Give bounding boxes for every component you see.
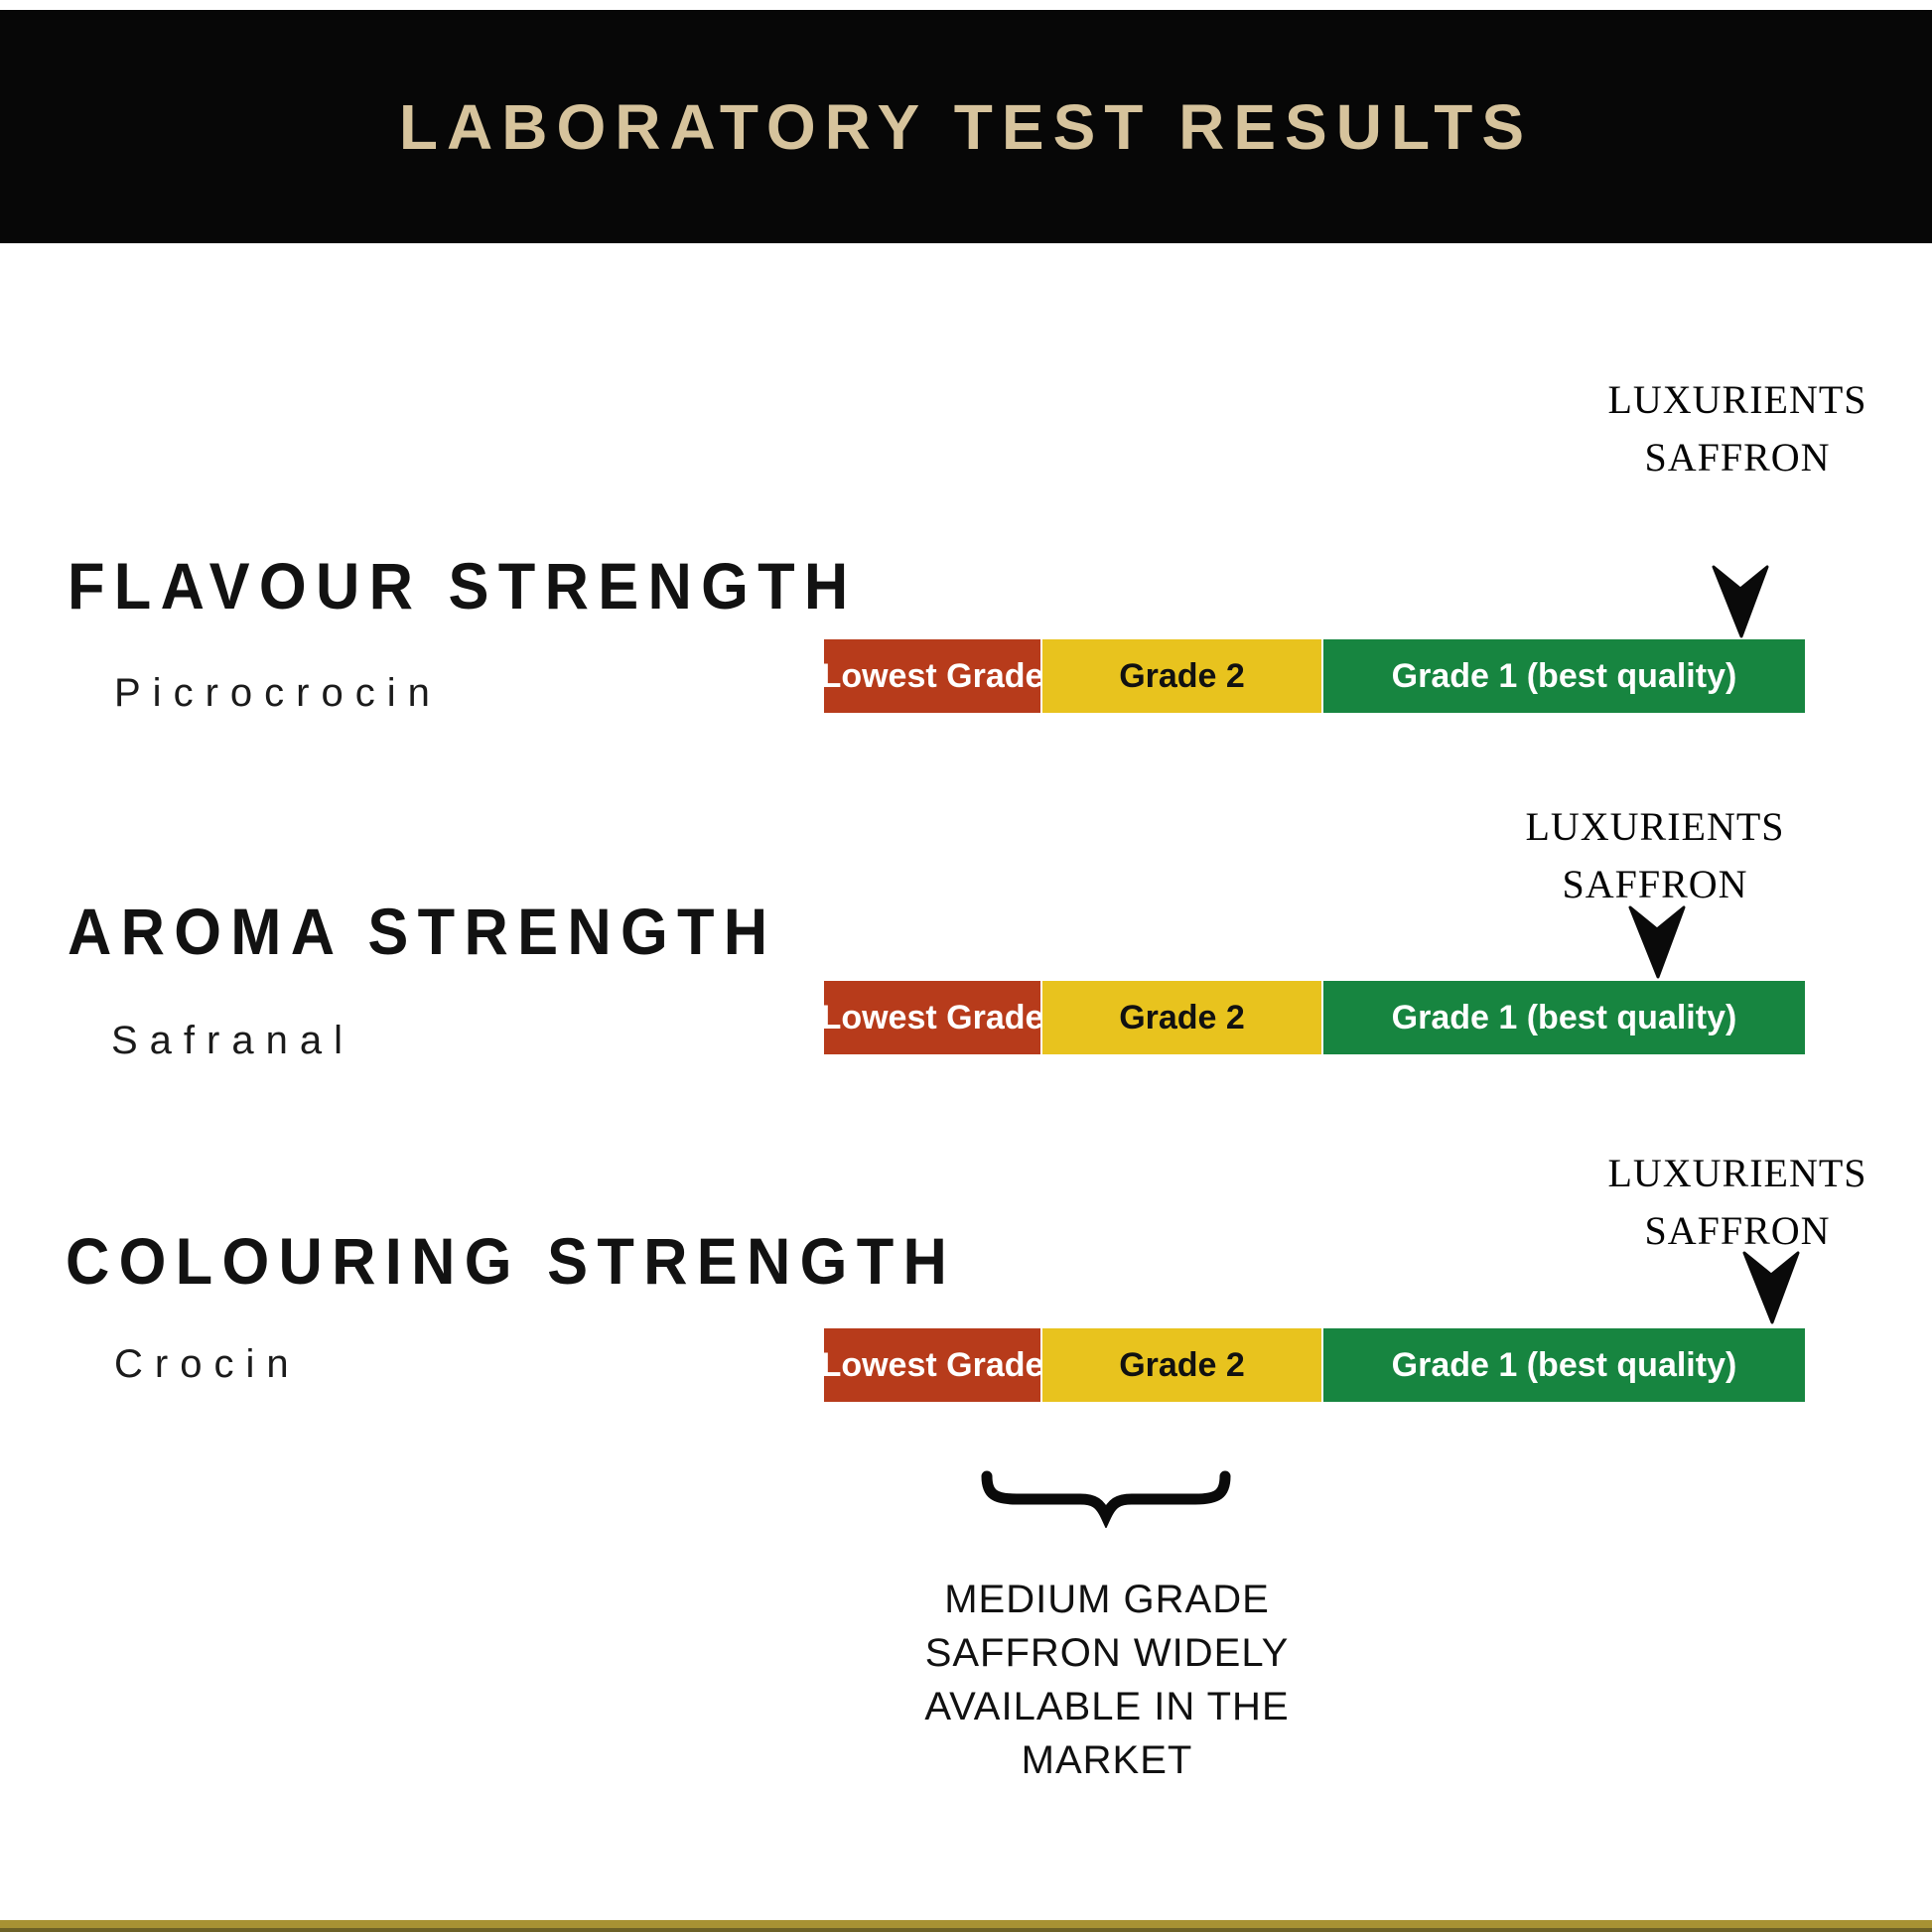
brand-label: LUXURIENTS SAFFRON [1516,798,1794,913]
footer-stripe [0,1920,1932,1932]
brand-line2: SAFFRON [1644,1208,1831,1253]
compound-label-safranal: Safranal [111,1019,354,1062]
segment-grade-2: Grade 2 [1042,981,1323,1054]
segment-label: Grade 2 [1119,998,1245,1036]
segment-lowest-grade: Lowest Grade [820,639,1044,713]
segment-label: Lowest Grade [820,656,1044,695]
brand-label: LUXURIENTS SAFFRON [1598,1145,1876,1260]
market-note-line: MARKET [1021,1738,1193,1782]
brand-line1: LUXURIENTS [1607,377,1867,422]
segment-grade-2: Grade 2 [1042,1328,1323,1402]
compound-label-crocin: Crocin [114,1342,301,1386]
section-heading-colouring: COLOURING STRENGTH [66,1224,957,1298]
segment-label: Grade 1 (best quality) [1391,656,1737,695]
marker-arrow-icon [1712,565,1769,638]
grade-bar-flavour: Lowest Grade Grade 2 Grade 1 (best quali… [820,639,1805,713]
segment-label: Lowest Grade [820,998,1044,1036]
market-note-line: AVAILABLE IN THE [924,1685,1290,1728]
segment-label: Lowest Grade [820,1345,1044,1384]
grade-bar-colouring: Lowest Grade Grade 2 Grade 1 (best quali… [820,1328,1805,1402]
marker-arrow-icon [1628,905,1686,979]
brand-label: LUXURIENTS SAFFRON [1598,371,1876,486]
segment-label: Grade 1 (best quality) [1391,998,1737,1036]
segment-lowest-grade: Lowest Grade [820,981,1044,1054]
segment-grade-1: Grade 1 (best quality) [1323,1328,1805,1402]
brand-line2: SAFFRON [1562,862,1748,906]
segment-label: Grade 2 [1119,1345,1245,1384]
marker-arrow-icon [1742,1251,1800,1324]
segment-label: Grade 2 [1119,656,1245,695]
section-heading-flavour: FLAVOUR STRENGTH [68,549,858,622]
market-note-line: SAFFRON WIDELY [924,1631,1290,1675]
market-note: MEDIUM GRADE SAFFRON WIDELY AVAILABLE IN… [849,1573,1365,1787]
page-title: LABORATORY TEST RESULTS [398,90,1534,163]
compound-label-picrocrocin: Picrocrocin [114,671,442,715]
brand-line2: SAFFRON [1644,435,1831,480]
section-heading-aroma: AROMA STRENGTH [68,895,777,968]
segment-lowest-grade: Lowest Grade [820,1328,1044,1402]
segment-grade-1: Grade 1 (best quality) [1323,639,1805,713]
header-banner: LABORATORY TEST RESULTS [0,10,1932,243]
brace-icon [981,1470,1231,1528]
market-note-line: MEDIUM GRADE [944,1578,1270,1621]
brand-line1: LUXURIENTS [1607,1151,1867,1195]
segment-grade-2: Grade 2 [1042,639,1323,713]
brand-line1: LUXURIENTS [1525,804,1785,849]
segment-label: Grade 1 (best quality) [1391,1345,1737,1384]
grade-bar-aroma: Lowest Grade Grade 2 Grade 1 (best quali… [820,981,1805,1054]
segment-grade-1: Grade 1 (best quality) [1323,981,1805,1054]
